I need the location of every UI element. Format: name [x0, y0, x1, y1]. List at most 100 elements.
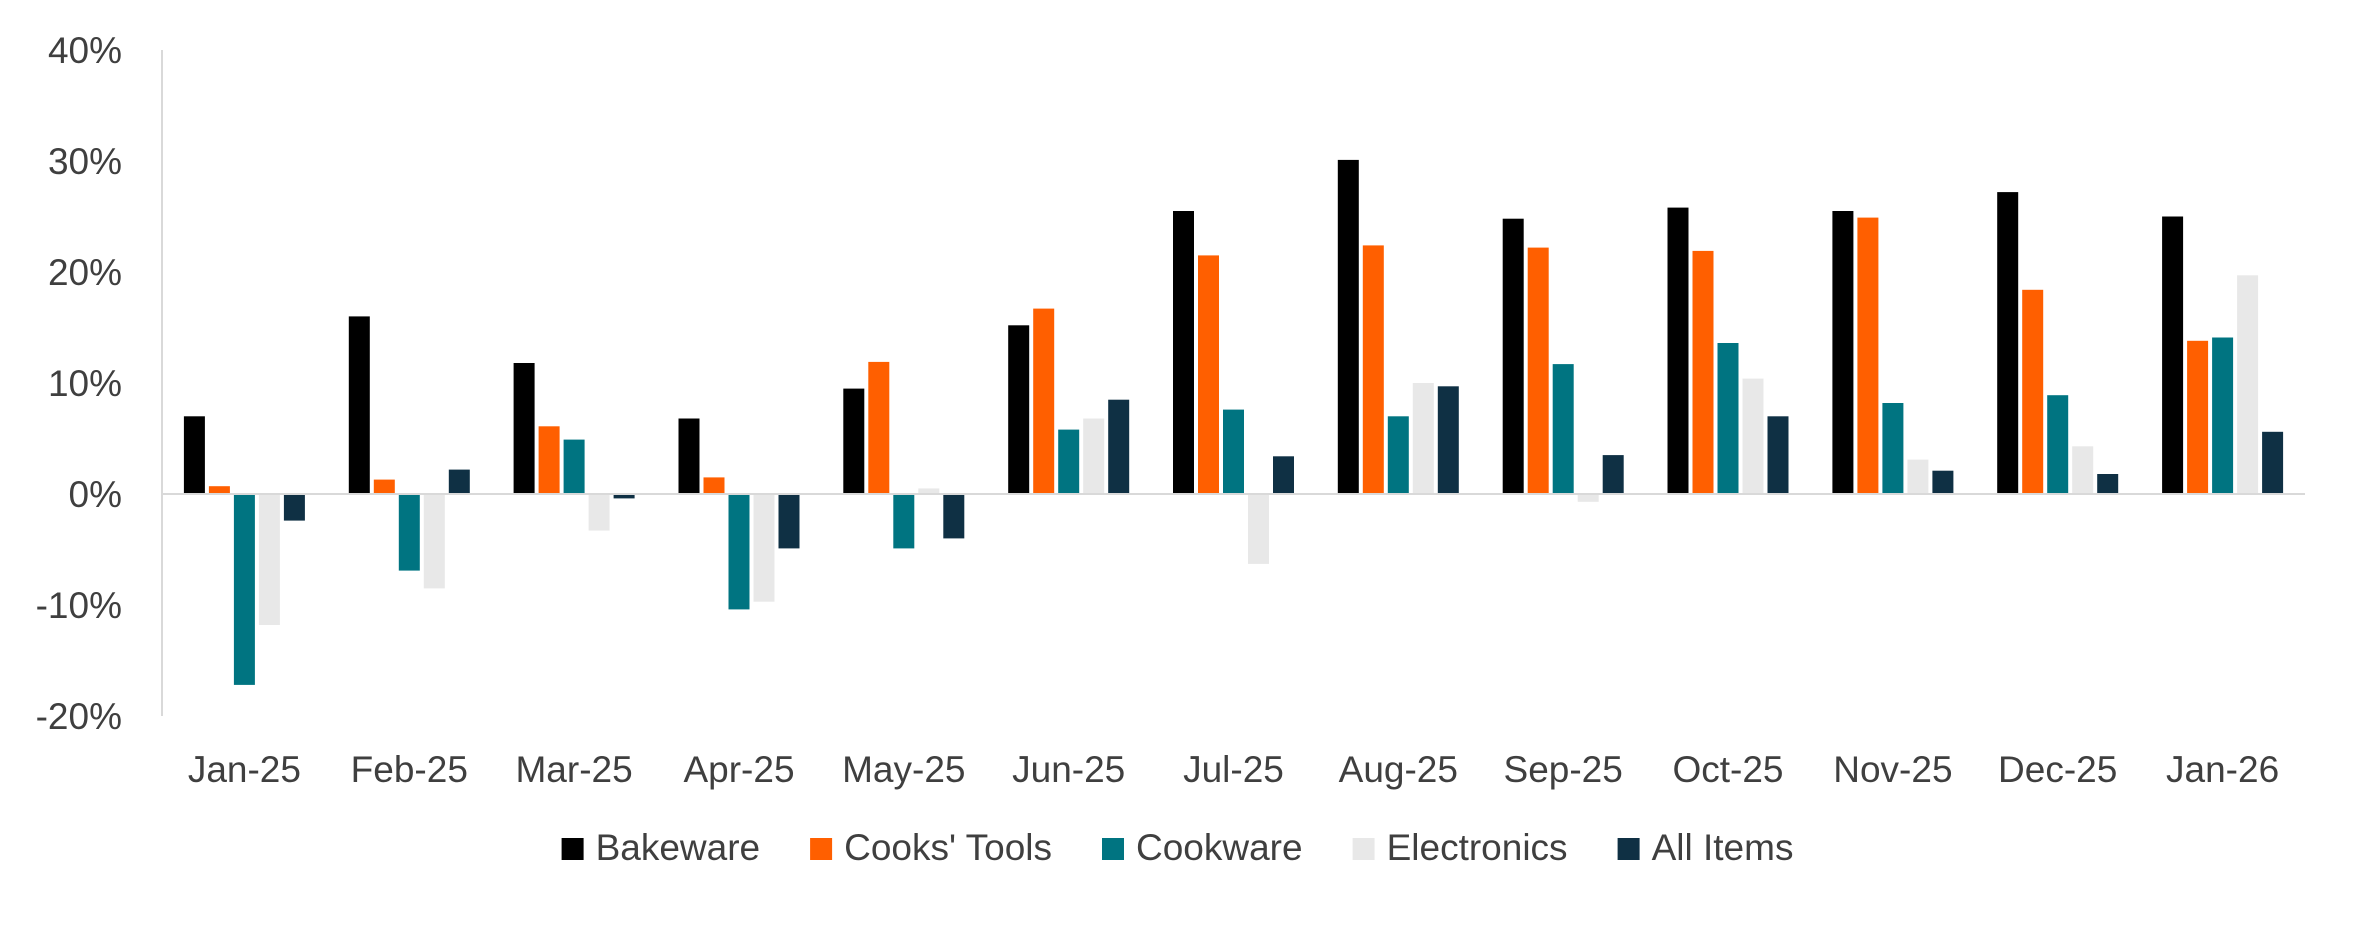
- bar-all-items-aug-25: [1437, 386, 1459, 494]
- legend-item-all-items: All Items: [1617, 827, 1794, 868]
- bar-cooks-tools-jun-25: [1033, 308, 1055, 494]
- bar-series-group: [183, 159, 2284, 685]
- bar-electronics-aug-25: [1412, 383, 1434, 494]
- y-tick-label: -10%: [36, 585, 122, 626]
- legend-label: Cookware: [1136, 827, 1303, 868]
- legend-swatch: [810, 838, 833, 860]
- bar-bakeware-feb-25: [348, 316, 370, 494]
- x-tick-label: Jan-25: [188, 749, 301, 790]
- bar-cooks-tools-mar-25: [538, 426, 560, 494]
- bar-cooks-tools-aug-25: [1362, 245, 1384, 494]
- x-tick-label: Aug-25: [1339, 749, 1458, 790]
- bar-all-items-dec-25: [2097, 474, 2119, 494]
- legend-item-cookware: Cookware: [1102, 827, 1303, 868]
- x-tick-label: Oct-25: [1672, 749, 1783, 790]
- bar-all-items-sep-25: [1602, 455, 1624, 494]
- bar-all-items-apr-25: [778, 494, 800, 549]
- bar-cookware-jul-25: [1223, 409, 1244, 494]
- bar-cookware-apr-25: [728, 494, 750, 610]
- bar-electronics-dec-25: [2072, 446, 2094, 494]
- bar-cooks-tools-oct-25: [1692, 250, 1714, 494]
- bar-cooks-tools-jan-26: [2187, 340, 2209, 494]
- bar-all-items-oct-25: [1767, 416, 1789, 494]
- bar-cooks-tools-jan-25: [208, 486, 230, 494]
- bar-bakeware-may-25: [843, 388, 865, 494]
- bar-electronics-apr-25: [753, 494, 775, 602]
- bar-all-items-jun-25: [1108, 399, 1130, 494]
- legend-label: Electronics: [1387, 827, 1568, 868]
- bar-cooks-tools-jul-25: [1198, 255, 1219, 494]
- bar-cookware-mar-25: [563, 439, 585, 494]
- x-tick-label: Jun-25: [1012, 749, 1125, 790]
- bar-cooks-tools-dec-25: [2022, 289, 2044, 494]
- bar-bakeware-jan-25: [183, 416, 205, 494]
- x-axis-tick-labels: Jan-25 Feb-25 Mar-25 Apr-25 May-25 Jun-25 Jul-…: [188, 749, 2279, 790]
- x-tick-label: Jan-26: [2166, 749, 2279, 790]
- x-tick-label: Sep-25: [1504, 749, 1623, 790]
- bar-cooks-tools-sep-25: [1527, 247, 1549, 494]
- bar-bakeware-nov-25: [1832, 211, 1854, 494]
- y-tick-label: -20%: [36, 696, 122, 737]
- bar-bakeware-sep-25: [1502, 218, 1524, 494]
- x-tick-label: Apr-25: [683, 749, 794, 790]
- bar-cookware-nov-25: [1882, 403, 1904, 494]
- bar-all-items-jan-26: [2262, 431, 2284, 494]
- bar-cookware-jan-26: [2212, 337, 2234, 494]
- chart-legend: Bakeware Cooks' Tools Cookware Electronics A…: [561, 827, 1794, 868]
- bar-bakeware-jul-25: [1173, 211, 1194, 494]
- bar-cookware-aug-25: [1387, 416, 1409, 494]
- legend-label: All Items: [1652, 827, 1794, 868]
- x-tick-label: Jul-25: [1183, 749, 1284, 790]
- bar-bakeware-jan-26: [2162, 216, 2184, 494]
- x-tick-label: Feb-25: [351, 749, 468, 790]
- bar-cooks-tools-apr-25: [703, 477, 725, 494]
- y-tick-label: 40%: [48, 30, 122, 71]
- bar-all-items-nov-25: [1932, 470, 1954, 494]
- bar-electronics-jan-26: [2237, 275, 2259, 494]
- bar-cookware-feb-25: [398, 494, 420, 571]
- bar-cookware-oct-25: [1717, 343, 1739, 494]
- bar-electronics-nov-25: [1907, 459, 1929, 494]
- legend-label: Cooks' Tools: [844, 827, 1052, 868]
- y-tick-label: 30%: [48, 141, 122, 182]
- bar-bakeware-oct-25: [1667, 207, 1689, 494]
- legend-item-electronics: Electronics: [1352, 827, 1568, 868]
- bar-cookware-jun-25: [1058, 429, 1080, 494]
- bar-electronics-mar-25: [588, 494, 610, 531]
- y-tick-label: 20%: [48, 252, 122, 293]
- bar-all-items-jul-25: [1273, 456, 1294, 494]
- bar-cooks-tools-feb-25: [373, 479, 395, 494]
- bar-bakeware-mar-25: [513, 363, 535, 494]
- bar-cooks-tools-nov-25: [1857, 217, 1879, 494]
- x-tick-label: Dec-25: [1998, 749, 2117, 790]
- bar-cookware-may-25: [893, 494, 915, 549]
- bar-cookware-jan-25: [233, 494, 255, 685]
- bar-cookware-sep-25: [1552, 364, 1574, 494]
- bar-electronics-feb-25: [423, 494, 445, 589]
- y-tick-label: 10%: [48, 363, 122, 404]
- bar-bakeware-apr-25: [678, 418, 700, 494]
- x-tick-label: Mar-25: [515, 749, 632, 790]
- legend-swatch: [561, 838, 584, 860]
- legend-label: Bakeware: [596, 827, 761, 868]
- x-tick-label: Nov-25: [1833, 749, 1952, 790]
- bar-all-items-feb-25: [448, 469, 470, 494]
- bar-cookware-dec-25: [2047, 395, 2069, 494]
- legend-swatch: [1352, 838, 1375, 860]
- bar-electronics-sep-25: [1577, 494, 1599, 502]
- legend-swatch: [1617, 838, 1640, 860]
- y-axis-tick-labels: 40% 30% 20% 10% 0% -10% -20%: [36, 30, 122, 737]
- x-tick-label: May-25: [842, 749, 965, 790]
- bar-cooks-tools-may-25: [868, 361, 890, 494]
- bar-electronics-oct-25: [1742, 378, 1764, 494]
- bar-bakeware-aug-25: [1337, 159, 1359, 494]
- bar-electronics-jun-25: [1083, 418, 1105, 494]
- bar-electronics-jan-25: [258, 494, 280, 625]
- legend-swatch: [1102, 838, 1124, 860]
- legend-item-bakeware: Bakeware: [561, 827, 761, 868]
- legend-item-cooks-tools: Cooks' Tools: [810, 827, 1052, 868]
- bar-bakeware-dec-25: [1997, 192, 2019, 494]
- y-tick-label: 0%: [69, 474, 122, 515]
- bar-electronics-jul-25: [1248, 494, 1269, 564]
